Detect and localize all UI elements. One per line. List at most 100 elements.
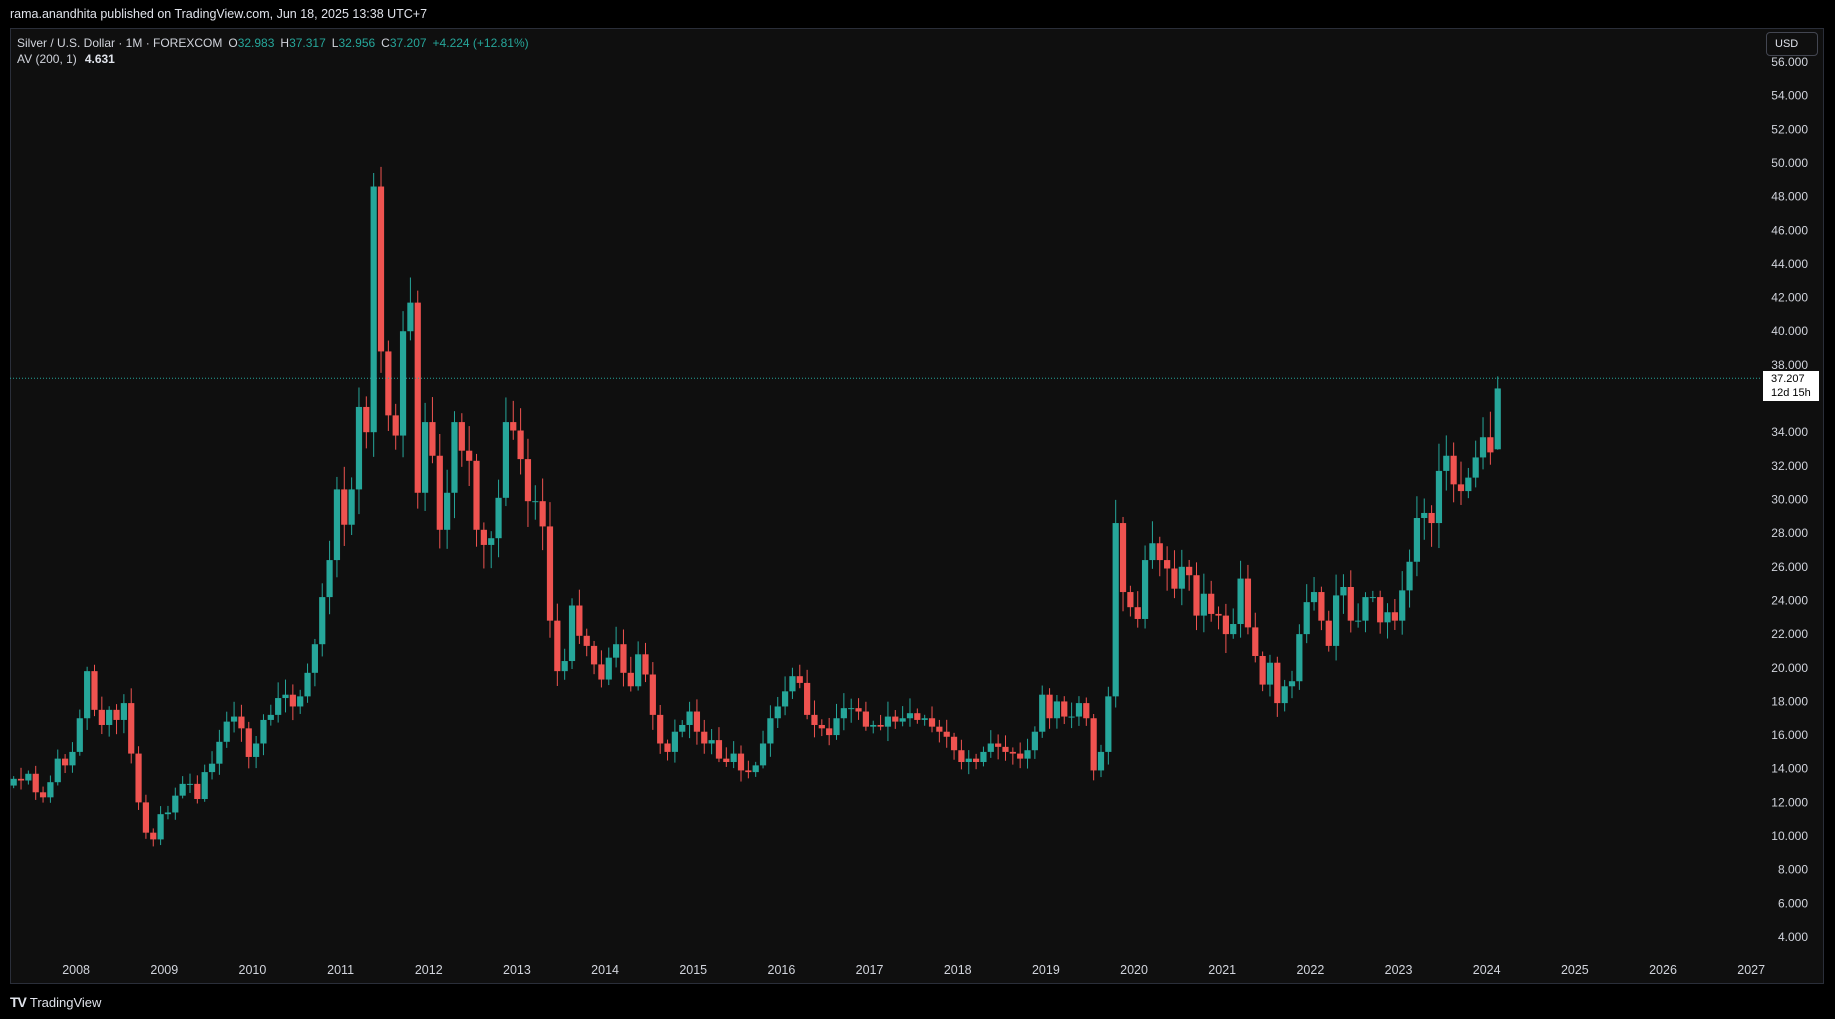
candle[interactable] xyxy=(429,397,436,464)
candle[interactable] xyxy=(980,746,987,767)
candle[interactable] xyxy=(370,172,377,457)
candle[interactable] xyxy=(1208,580,1215,622)
candle[interactable] xyxy=(1413,496,1421,577)
candle[interactable] xyxy=(1149,521,1156,569)
candle[interactable] xyxy=(1457,461,1465,505)
candle[interactable] xyxy=(583,628,590,657)
candle[interactable] xyxy=(436,434,443,549)
candle[interactable] xyxy=(796,664,803,689)
candle[interactable] xyxy=(781,676,789,716)
candle[interactable] xyxy=(1435,443,1443,549)
candle[interactable] xyxy=(1119,516,1127,612)
candle[interactable] xyxy=(473,453,480,547)
candle[interactable] xyxy=(877,714,884,731)
candle[interactable] xyxy=(1428,505,1435,547)
candle[interactable] xyxy=(253,735,260,769)
candle[interactable] xyxy=(1296,624,1303,690)
candle[interactable] xyxy=(1244,564,1252,635)
candle[interactable] xyxy=(892,710,899,729)
candle[interactable] xyxy=(620,629,627,687)
candle[interactable] xyxy=(554,603,561,686)
candle[interactable] xyxy=(1332,574,1340,661)
candle[interactable] xyxy=(142,794,150,839)
candle[interactable] xyxy=(98,696,105,735)
candle[interactable] xyxy=(1031,726,1038,759)
candle[interactable] xyxy=(1178,549,1185,606)
candle[interactable] xyxy=(995,734,1002,760)
candle[interactable] xyxy=(1053,694,1061,729)
candle[interactable] xyxy=(444,469,451,549)
candle[interactable] xyxy=(708,729,715,755)
candle[interactable] xyxy=(311,638,318,687)
candle[interactable] xyxy=(737,745,745,782)
candle[interactable] xyxy=(385,340,392,431)
candle[interactable] xyxy=(25,770,32,785)
candle[interactable] xyxy=(613,626,620,668)
candle[interactable] xyxy=(91,664,98,717)
candle[interactable] xyxy=(363,396,370,449)
candle[interactable] xyxy=(333,476,341,578)
candle[interactable] xyxy=(480,522,487,569)
candle[interactable] xyxy=(1472,440,1479,488)
candle[interactable] xyxy=(1494,376,1501,450)
chart-pane[interactable] xyxy=(10,28,1824,984)
candle[interactable] xyxy=(833,703,840,740)
candle[interactable] xyxy=(62,754,69,774)
candle[interactable] xyxy=(1061,696,1068,725)
candle[interactable] xyxy=(1487,411,1494,465)
candle[interactable] xyxy=(1443,435,1450,491)
candle[interactable] xyxy=(113,704,120,735)
candle[interactable] xyxy=(627,656,634,692)
candle[interactable] xyxy=(598,650,605,688)
candle[interactable] xyxy=(1421,498,1428,540)
candle[interactable] xyxy=(451,411,458,519)
candle[interactable] xyxy=(1112,499,1119,708)
candle[interactable] xyxy=(245,721,252,769)
candle[interactable] xyxy=(899,706,906,727)
candle[interactable] xyxy=(921,714,928,726)
candle[interactable] xyxy=(488,531,495,569)
candle[interactable] xyxy=(745,760,752,779)
candle[interactable] xyxy=(1377,590,1384,634)
candle[interactable] xyxy=(1288,670,1296,699)
candle[interactable] xyxy=(502,397,510,507)
candle[interactable] xyxy=(1009,747,1016,765)
candle[interactable] xyxy=(693,699,701,745)
candle[interactable] xyxy=(774,696,781,729)
candle[interactable] xyxy=(186,773,194,793)
candle[interactable] xyxy=(194,775,201,804)
candle[interactable] xyxy=(1090,714,1097,781)
candle[interactable] xyxy=(987,730,994,758)
candle[interactable] xyxy=(1075,696,1083,726)
candle[interactable] xyxy=(17,767,25,790)
candle[interactable] xyxy=(561,648,568,680)
candle[interactable] xyxy=(319,583,326,657)
candle[interactable] xyxy=(1215,606,1222,630)
candle[interactable] xyxy=(1039,685,1046,738)
candle[interactable] xyxy=(1105,686,1112,765)
candle[interactable] xyxy=(723,747,730,767)
candle[interactable] xyxy=(1002,735,1009,761)
candle[interactable] xyxy=(1303,584,1310,644)
candle[interactable] xyxy=(1391,599,1398,630)
tradingview-footer[interactable]: TV TradingView xyxy=(10,990,101,1014)
candle[interactable] xyxy=(605,647,612,686)
candle[interactable] xyxy=(407,277,414,341)
candle[interactable] xyxy=(1384,603,1391,639)
candle[interactable] xyxy=(1156,536,1163,577)
candle[interactable] xyxy=(1024,738,1031,769)
candle[interactable] xyxy=(848,698,855,723)
candle[interactable] xyxy=(341,466,348,546)
candle[interactable] xyxy=(870,720,877,734)
candle[interactable] xyxy=(466,426,473,487)
candle[interactable] xyxy=(399,311,407,458)
candle[interactable] xyxy=(715,727,723,763)
candle[interactable] xyxy=(1406,549,1413,608)
candle[interactable] xyxy=(355,387,363,515)
candle[interactable] xyxy=(1252,612,1259,663)
candle[interactable] xyxy=(392,403,399,450)
candle[interactable] xyxy=(348,477,355,536)
candle[interactable] xyxy=(1046,688,1053,729)
candle[interactable] xyxy=(76,709,83,756)
